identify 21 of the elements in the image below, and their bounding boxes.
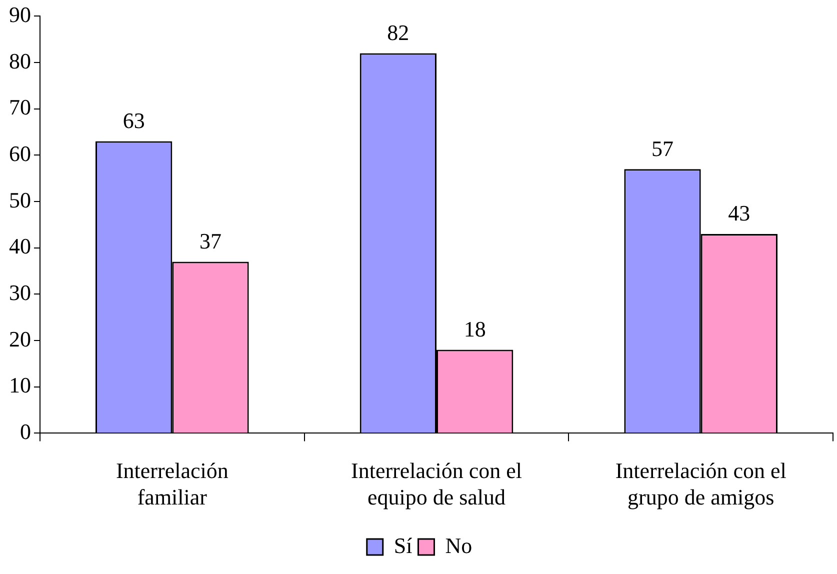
x-tick-label: Interrelación con el equipo de salud	[350, 458, 522, 510]
y-tick-label: 80	[9, 48, 31, 74]
y-tick-label: 60	[9, 140, 31, 166]
y-tick-label: 50	[9, 187, 31, 212]
y-tick-label: 10	[9, 372, 31, 398]
data-label: 82	[387, 20, 410, 46]
data-label: 18	[464, 316, 486, 342]
y-tick-label: 0	[20, 418, 31, 444]
legend-label: No	[445, 532, 472, 558]
data-label: 63	[122, 108, 145, 134]
y-tick-label: 20	[9, 326, 31, 352]
y-tick-label: 90	[9, 2, 31, 27]
data-label: 43	[728, 200, 750, 226]
y-tick-label: 70	[9, 94, 31, 120]
y-tick-label: 30	[9, 280, 31, 305]
legend-label: Sí	[394, 532, 412, 558]
x-tick-label: Interrelación con el grupo de amigos	[615, 458, 786, 510]
y-tick-label: 40	[9, 234, 31, 259]
x-tick-label: Interrelación familiar	[116, 458, 228, 510]
data-label: 57	[652, 136, 674, 161]
data-label: 37	[199, 228, 222, 254]
